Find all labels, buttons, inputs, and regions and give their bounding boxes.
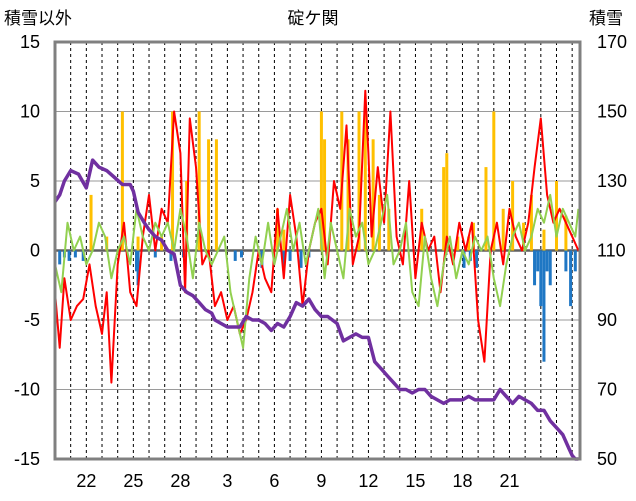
snow-change-bar bbox=[136, 250, 140, 286]
temp_anomaly-line bbox=[54, 193, 580, 349]
x-tick-label: 12 bbox=[358, 471, 378, 491]
snow-change-bar bbox=[67, 250, 71, 261]
left-tick-label: -10 bbox=[14, 380, 40, 400]
precipitation-bar bbox=[276, 208, 280, 251]
precipitation-bar bbox=[207, 139, 211, 251]
x-tick-label: 28 bbox=[170, 471, 190, 491]
snow-change-bar bbox=[539, 250, 543, 307]
precipitation-bar bbox=[346, 139, 350, 251]
right-tick-label: 70 bbox=[597, 380, 617, 400]
snow-change-bar bbox=[545, 250, 549, 272]
x-tick-label: 6 bbox=[269, 471, 279, 491]
snow-change-bar bbox=[299, 250, 303, 268]
x-tick-label: 25 bbox=[123, 471, 143, 491]
precipitation-bar bbox=[371, 139, 375, 251]
precipitation-bar bbox=[160, 236, 164, 251]
snow-change-bar bbox=[462, 250, 466, 268]
snow-change-bar bbox=[569, 250, 573, 307]
precipitation-bar bbox=[522, 222, 526, 251]
snow-change-bar bbox=[288, 250, 292, 261]
snow-change-bar bbox=[134, 250, 138, 272]
snow-change-bar bbox=[169, 250, 173, 261]
precipitation-bar bbox=[387, 208, 391, 251]
x-tick-label: 15 bbox=[405, 471, 425, 491]
precipitation-bar bbox=[492, 111, 496, 251]
right-tick-label: 90 bbox=[597, 310, 617, 330]
precipitation-bar bbox=[445, 153, 449, 251]
x-axis-ticks: 22 25 28 3 6 9 12 15 18 21 bbox=[76, 471, 519, 491]
precipitation-bar bbox=[323, 139, 327, 251]
precipitation-bar bbox=[197, 111, 201, 251]
precipitation-bar bbox=[542, 229, 546, 251]
left-axis-ticks: 15 10 5 0 -5 -10 -15 bbox=[14, 32, 40, 469]
x-tick-label: 22 bbox=[76, 471, 96, 491]
right-tick-label: 150 bbox=[597, 102, 627, 122]
chart-title: 碇ケ関 bbox=[288, 9, 339, 28]
right-tick-label: 170 bbox=[597, 32, 627, 52]
x-tick-label: 18 bbox=[452, 471, 472, 491]
precipitation-bar bbox=[511, 181, 515, 251]
precipitation-bar bbox=[136, 236, 140, 251]
precipitation-bar bbox=[467, 236, 471, 251]
precipitation-bar bbox=[529, 194, 533, 251]
snow-change-bar bbox=[573, 250, 577, 272]
precipitation-bar bbox=[214, 139, 218, 251]
x-tick-label: 9 bbox=[316, 471, 326, 491]
precipitation-bar bbox=[357, 111, 361, 251]
snow-change-bar bbox=[58, 250, 62, 265]
snow-change-bar bbox=[564, 250, 568, 272]
right-tick-label: 50 bbox=[597, 449, 617, 469]
snow-change-bar bbox=[73, 250, 77, 258]
snow-change-bar bbox=[233, 250, 237, 261]
plot-frame bbox=[53, 40, 582, 461]
precipitation-bar bbox=[89, 194, 93, 251]
precipitation-bar bbox=[120, 111, 124, 251]
precipitation-bar bbox=[377, 194, 381, 251]
snow-change-bar bbox=[536, 250, 540, 272]
snow-change-bar bbox=[81, 250, 85, 261]
right-axis-ticks: 170 150 130 110 90 70 50 bbox=[597, 32, 627, 469]
left-tick-label: 10 bbox=[20, 102, 40, 122]
snow-change-bar bbox=[542, 250, 546, 362]
precipitation-bar bbox=[501, 208, 505, 251]
series-lines bbox=[53, 89, 580, 461]
precipitation-bar bbox=[564, 215, 568, 251]
precipitation-bar bbox=[319, 111, 323, 251]
right-tick-label: 130 bbox=[597, 171, 627, 191]
precipitation-bar bbox=[484, 167, 488, 251]
snow-change-bar bbox=[548, 250, 552, 286]
precipitation-bar bbox=[442, 167, 446, 251]
left-tick-label: 0 bbox=[30, 241, 40, 261]
left-tick-label: 5 bbox=[30, 171, 40, 191]
precipitation-bar bbox=[282, 229, 286, 251]
left-tick-label: -5 bbox=[24, 310, 40, 330]
snow-change-bar bbox=[239, 250, 243, 258]
snow-change-bar bbox=[533, 250, 537, 286]
precipitation-bar bbox=[456, 236, 460, 251]
left-tick-label: 15 bbox=[20, 32, 40, 52]
snow_depth-line bbox=[53, 158, 579, 461]
right-axis-title: 積雪 bbox=[589, 9, 623, 28]
snow-change-bar bbox=[475, 250, 479, 268]
precipitation-bar bbox=[363, 111, 367, 251]
right-tick-label: 110 bbox=[597, 241, 626, 261]
x-tick-label: 21 bbox=[499, 471, 519, 491]
precipitation-bar bbox=[171, 111, 175, 251]
snow-change-bar bbox=[282, 250, 286, 268]
snow-change-bar bbox=[153, 250, 157, 258]
x-tick-label: 3 bbox=[222, 471, 232, 491]
left-tick-label: -15 bbox=[14, 449, 40, 469]
left-axis-title: 積雪以外 bbox=[4, 9, 72, 28]
